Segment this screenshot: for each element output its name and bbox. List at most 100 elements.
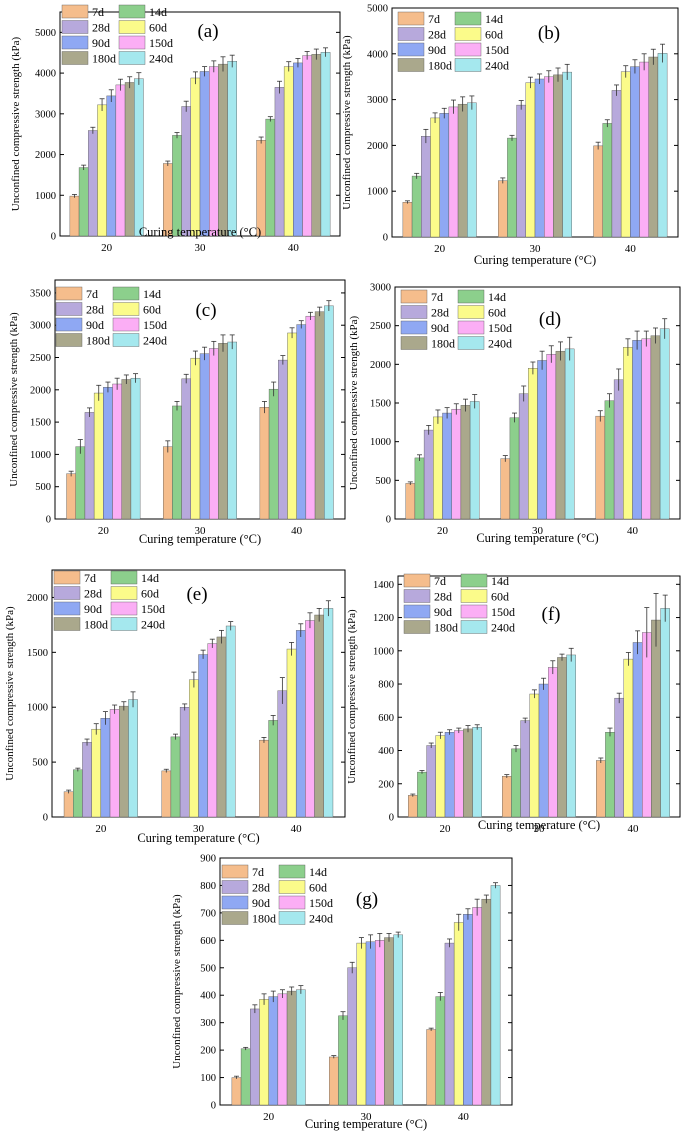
bar-90d-40 <box>296 324 307 520</box>
legend-swatch-7d <box>61 4 89 19</box>
bar-90d-40 <box>630 66 640 238</box>
chart-panel-e: 0 500 1000 1500 2000 20 30 40 Curing temperature… <box>4 569 346 845</box>
bar-150d-40 <box>305 620 315 818</box>
legend-label: 180d <box>434 621 458 635</box>
bar-60d-20 <box>259 999 269 1106</box>
bar-180d-20 <box>457 103 468 238</box>
bar-28d-30 <box>520 720 530 818</box>
bar-14d-40 <box>435 996 446 1106</box>
bar-60d-40 <box>623 347 633 520</box>
legend-label: 150d <box>141 602 165 616</box>
bar-7d-20 <box>405 483 416 520</box>
x-axis-label: Curing temperature (°C) <box>137 831 259 845</box>
bar-7d-40 <box>259 739 269 818</box>
y-tick-label: 2000 <box>30 385 51 396</box>
y-tick-label: 500 <box>200 963 216 974</box>
panel-label: (f) <box>542 604 561 625</box>
bar-180d-30 <box>557 657 567 818</box>
bar-90d-30 <box>365 941 376 1106</box>
legend-label: 240d <box>309 912 333 926</box>
bar-180d-40 <box>314 311 325 520</box>
y-tick-label: 0 <box>211 1101 216 1112</box>
legend: 7d 14d 28d 60d 90d 150d 180d 240d <box>397 11 509 73</box>
legend-label: 90d <box>431 321 449 335</box>
legend-label: 180d <box>431 337 455 351</box>
bar-150d-20 <box>451 408 462 520</box>
bar-240d-40 <box>324 305 334 520</box>
legend-label: 90d <box>92 36 110 50</box>
bar-150d-40 <box>472 907 482 1106</box>
bar-180d-40 <box>650 335 661 520</box>
legend-label: 150d <box>143 318 167 332</box>
legend-swatch-7d <box>403 573 431 588</box>
x-tick-label: 20 <box>263 1111 275 1123</box>
panel-label: (a) <box>197 21 218 42</box>
bar-7d-20 <box>231 1077 242 1106</box>
legend-swatch-240d <box>110 617 138 631</box>
bar-28d-40 <box>444 942 455 1106</box>
y-axis-label: Unconfined compressive strength (kPa) <box>10 36 22 211</box>
bar-60d-40 <box>286 648 297 818</box>
x-axis-label: Curing temperature (°C) <box>305 1117 427 1131</box>
y-tick-label: 3000 <box>370 283 391 294</box>
y-tick-label: 500 <box>35 482 51 493</box>
y-tick-label: 1000 <box>27 703 48 714</box>
bar-7d-20 <box>408 795 418 818</box>
x-tick-label: 40 <box>291 823 303 835</box>
legend-swatch-14d <box>457 289 485 304</box>
bar-28d-40 <box>613 379 624 520</box>
legend-swatch-240d <box>118 51 146 65</box>
y-tick-label: 100 <box>200 1073 216 1084</box>
bar-14d-40 <box>268 720 278 818</box>
y-tick-label: 3500 <box>30 288 51 299</box>
legend-swatch-7d <box>53 570 81 585</box>
bar-28d-30 <box>518 393 529 520</box>
panel-label: (b) <box>538 23 560 44</box>
bar-150d-30 <box>208 348 219 520</box>
bar-240d-30 <box>227 341 238 520</box>
legend-label: 90d <box>434 605 452 619</box>
bar-150d-30 <box>544 76 554 238</box>
bar-7d-20 <box>63 791 74 818</box>
bar-7d-40 <box>259 407 270 520</box>
legend-swatch-60d <box>460 589 488 603</box>
bar-90d-20 <box>444 732 455 818</box>
bar-28d-20 <box>82 742 92 818</box>
legend: 7d 14d 28d 60d 90d 150d 180d 240d <box>53 570 165 632</box>
bar-60d-20 <box>433 416 443 520</box>
y-tick-label: 2000 <box>370 360 391 371</box>
legend-swatch-240d <box>278 911 306 925</box>
legend-swatch-180d <box>53 617 81 631</box>
x-axis-label: Curing temperature (°C) <box>476 531 598 545</box>
bar-14d-40 <box>604 400 615 520</box>
x-tick-label: 30 <box>532 525 544 537</box>
legend-label: 7d <box>86 287 98 301</box>
legend-swatch-150d <box>118 35 146 50</box>
y-tick-label: 300 <box>200 1018 216 1029</box>
y-tick-label: 700 <box>200 908 216 919</box>
legend-label: 180d <box>428 59 452 73</box>
bar-7d-40 <box>256 140 266 237</box>
bar-180d-40 <box>481 898 492 1106</box>
legend-swatch-60d <box>118 20 146 34</box>
bar-90d-20 <box>100 718 111 818</box>
bar-90d-40 <box>463 914 473 1106</box>
bar-240d-20 <box>128 699 138 818</box>
bar-240d-40 <box>323 608 334 818</box>
bar-28d-20 <box>84 412 95 520</box>
bar-28d-30 <box>347 967 358 1106</box>
bar-180d-20 <box>463 728 473 818</box>
legend-label: 240d <box>491 621 515 635</box>
bar-28d-20 <box>421 136 431 238</box>
bar-60d-30 <box>529 693 540 818</box>
legend-label: 60d <box>149 21 167 35</box>
bar-180d-40 <box>314 614 324 818</box>
y-axis-label: Unconfined compressive strength (kPa) <box>341 35 353 210</box>
y-axis-label: Unconfined compressive strength (kPa) <box>8 312 20 487</box>
legend-swatch-14d <box>112 286 140 301</box>
bar-14d-20 <box>414 457 425 520</box>
legend-swatch-60d <box>110 586 138 600</box>
legend-swatch-180d <box>403 620 431 634</box>
legend-swatch-14d <box>278 864 306 879</box>
y-tick-label: 400 <box>378 746 394 757</box>
